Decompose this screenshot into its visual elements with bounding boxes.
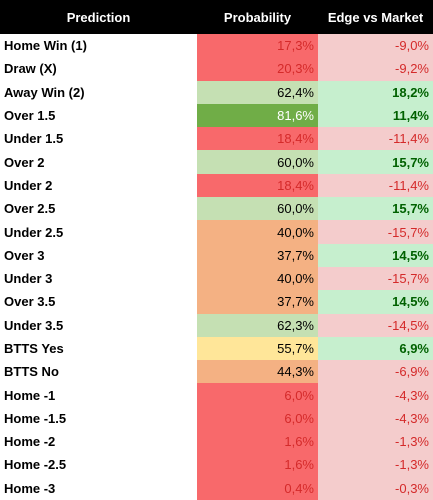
table-row: Home -2.5 1,6% -1,3% bbox=[0, 453, 433, 477]
edge-cell: 15,7% bbox=[318, 197, 433, 221]
prediction-cell: BTTS No bbox=[0, 360, 197, 384]
prediction-cell: Home -1.5 bbox=[0, 406, 197, 431]
header-cell: Prediction bbox=[0, 0, 197, 34]
edge-cell: -11,4% bbox=[318, 127, 433, 151]
table-row: BTTS Yes 55,7% 6,9% bbox=[0, 336, 433, 361]
prediction-cell: Under 3 bbox=[0, 266, 197, 291]
prediction-cell: Under 3.5 bbox=[0, 313, 197, 337]
probability-cell: 81,6% bbox=[197, 103, 318, 128]
probability-cell: 18,4% bbox=[197, 173, 318, 198]
edge-cell: 14,5% bbox=[318, 243, 433, 267]
prediction-cell: Home -2.5 bbox=[0, 453, 197, 477]
table-row: Home -1.5 6,0% -4,3% bbox=[0, 406, 433, 431]
table-row: Over 2 60,0% 15,7% bbox=[0, 150, 433, 174]
probability-cell: 20,3% bbox=[197, 57, 318, 81]
probability-cell: 40,0% bbox=[197, 266, 318, 291]
table-row: Home Win (1) 17,3% -9,0% bbox=[0, 34, 433, 58]
edge-cell: 11,4% bbox=[318, 103, 433, 128]
edge-cell: 14,5% bbox=[318, 290, 433, 314]
probability-cell: 62,4% bbox=[197, 80, 318, 104]
prediction-cell: Home -2 bbox=[0, 430, 197, 454]
header-cell: Edge vs Market bbox=[318, 0, 433, 34]
probability-cell: 55,7% bbox=[197, 336, 318, 361]
table-row: Under 2.5 40,0% -15,7% bbox=[0, 220, 433, 244]
prediction-cell: Home -3 bbox=[0, 476, 197, 500]
table-row: Away Win (2) 62,4% 18,2% bbox=[0, 80, 433, 104]
probability-cell: 37,7% bbox=[197, 243, 318, 267]
table-row: Under 1.5 18,4% -11,4% bbox=[0, 127, 433, 151]
prediction-cell: Under 1.5 bbox=[0, 127, 197, 151]
table-row: Home -1 6,0% -4,3% bbox=[0, 383, 433, 407]
probability-cell: 60,0% bbox=[197, 197, 318, 221]
prediction-cell: Under 2.5 bbox=[0, 220, 197, 244]
header-row: Prediction Probability Edge vs Market bbox=[0, 0, 433, 34]
edge-cell: -14,5% bbox=[318, 313, 433, 337]
prediction-cell: Over 2 bbox=[0, 150, 197, 174]
table-row: Under 3.5 62,3% -14,5% bbox=[0, 313, 433, 337]
edge-cell: -4,3% bbox=[318, 406, 433, 431]
table-row: Under 3 40,0% -15,7% bbox=[0, 266, 433, 291]
prediction-cell: Over 3.5 bbox=[0, 290, 197, 314]
probability-cell: 1,6% bbox=[197, 430, 318, 454]
prediction-cell: Draw (X) bbox=[0, 57, 197, 81]
probability-cell: 17,3% bbox=[197, 34, 318, 58]
prediction-cell: Away Win (2) bbox=[0, 80, 197, 104]
prediction-cell: Over 1.5 bbox=[0, 103, 197, 128]
table-row: Over 2.5 60,0% 15,7% bbox=[0, 197, 433, 221]
edge-cell: -6,9% bbox=[318, 360, 433, 384]
table-row: Over 3 37,7% 14,5% bbox=[0, 243, 433, 267]
probability-cell: 18,4% bbox=[197, 127, 318, 151]
probability-cell: 6,0% bbox=[197, 406, 318, 431]
edge-cell: -4,3% bbox=[318, 383, 433, 407]
table-row: Draw (X) 20,3% -9,2% bbox=[0, 57, 433, 81]
prediction-cell: BTTS Yes bbox=[0, 336, 197, 361]
edge-cell: -9,2% bbox=[318, 57, 433, 81]
prediction-cell: Home Win (1) bbox=[0, 34, 197, 58]
edge-cell: -11,4% bbox=[318, 173, 433, 198]
edge-cell: -9,0% bbox=[318, 34, 433, 58]
table-body: Home Win (1) 17,3% -9,0% Draw (X) 20,3% -9,2%… bbox=[0, 34, 433, 500]
edge-cell: 18,2% bbox=[318, 80, 433, 104]
table-row: Over 1.5 81,6% 11,4% bbox=[0, 103, 433, 128]
prediction-cell: Over 3 bbox=[0, 243, 197, 267]
probability-cell: 60,0% bbox=[197, 150, 318, 174]
probability-cell: 37,7% bbox=[197, 290, 318, 314]
prediction-cell: Under 2 bbox=[0, 173, 197, 198]
table-row: Over 3.5 37,7% 14,5% bbox=[0, 290, 433, 314]
probability-cell: 62,3% bbox=[197, 313, 318, 337]
table-row: Under 2 18,4% -11,4% bbox=[0, 173, 433, 198]
probability-cell: 0,4% bbox=[197, 476, 318, 500]
probability-cell: 40,0% bbox=[197, 220, 318, 244]
edge-cell: -1,3% bbox=[318, 453, 433, 477]
edge-cell: -0,3% bbox=[318, 476, 433, 500]
prediction-cell: Over 2.5 bbox=[0, 197, 197, 221]
probability-cell: 1,6% bbox=[197, 453, 318, 477]
prediction-cell: Home -1 bbox=[0, 383, 197, 407]
header-cell: Probability bbox=[197, 0, 318, 34]
edge-cell: -15,7% bbox=[318, 220, 433, 244]
table-row: Home -2 1,6% -1,3% bbox=[0, 430, 433, 454]
edge-cell: 15,7% bbox=[318, 150, 433, 174]
probability-cell: 44,3% bbox=[197, 360, 318, 384]
edge-cell: -1,3% bbox=[318, 430, 433, 454]
table-row: Home -3 0,4% -0,3% bbox=[0, 476, 433, 500]
probability-cell: 6,0% bbox=[197, 383, 318, 407]
table-row: BTTS No 44,3% -6,9% bbox=[0, 360, 433, 384]
edge-cell: 6,9% bbox=[318, 336, 433, 361]
edge-cell: -15,7% bbox=[318, 266, 433, 291]
